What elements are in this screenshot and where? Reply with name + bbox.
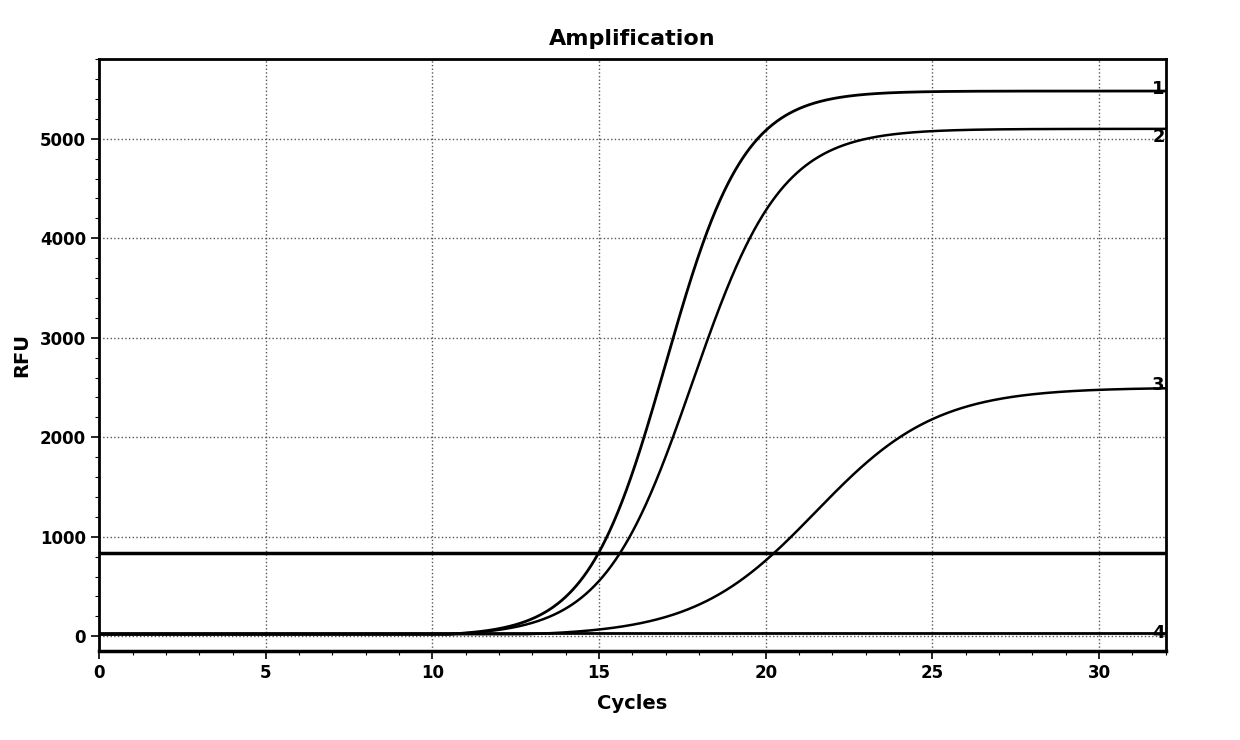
Title: Amplification: Amplification bbox=[549, 30, 715, 50]
Text: 1: 1 bbox=[1152, 80, 1164, 98]
Text: 3: 3 bbox=[1152, 377, 1164, 394]
Y-axis label: RFU: RFU bbox=[12, 333, 31, 377]
X-axis label: Cycles: Cycles bbox=[598, 693, 667, 713]
Text: 2: 2 bbox=[1152, 128, 1164, 146]
Text: 4: 4 bbox=[1152, 625, 1164, 642]
